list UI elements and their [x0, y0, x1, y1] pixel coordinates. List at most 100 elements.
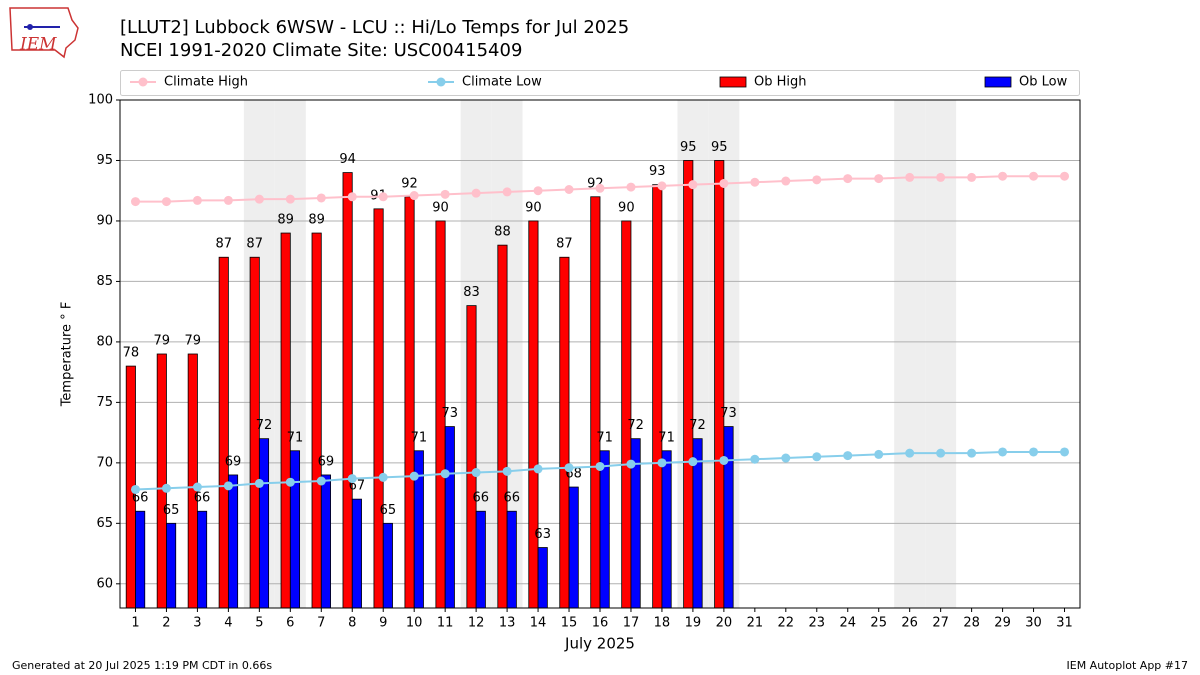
data-label: 92 [401, 176, 418, 191]
point [626, 459, 636, 469]
bar [289, 450, 301, 609]
x-tick-label: 17 [623, 616, 640, 631]
x-tick-label: 9 [379, 616, 387, 631]
data-label: 65 [380, 503, 397, 518]
data-label: 71 [658, 430, 675, 445]
x-tick-label: 31 [1056, 616, 1073, 631]
point [1060, 171, 1070, 181]
point [254, 194, 264, 204]
x-tick-label: 12 [468, 616, 485, 631]
point [967, 172, 977, 182]
x-tick-label: 21 [747, 616, 764, 631]
point [750, 454, 760, 464]
y-tick-label: 80 [96, 334, 113, 349]
bar [590, 196, 601, 609]
legend-label: Ob Low [1019, 75, 1068, 90]
point [564, 463, 574, 473]
point [223, 481, 233, 491]
bar [568, 486, 579, 609]
y-axis-label: Temperature ° F [60, 302, 75, 408]
bar [320, 474, 331, 609]
data-label: 89 [277, 213, 294, 228]
point [161, 483, 171, 493]
point [502, 187, 512, 197]
x-tick-label: 11 [437, 616, 454, 631]
y-tick-label: 60 [96, 576, 113, 591]
x-tick-label: 30 [1025, 616, 1042, 631]
bar [311, 232, 322, 609]
data-label: 66 [503, 491, 520, 506]
point [533, 464, 543, 474]
x-tick-label: 5 [255, 616, 263, 631]
bar [404, 196, 415, 609]
data-label: 73 [442, 406, 459, 421]
data-label: 69 [225, 454, 242, 469]
x-tick-label: 27 [932, 616, 949, 631]
x-tick-label: 6 [286, 616, 294, 631]
logo-outline [9, 7, 79, 59]
logo: IEM [9, 7, 79, 59]
x-tick-label: 8 [348, 616, 356, 631]
point [595, 183, 605, 193]
footer-left: Generated at 20 Jul 2025 1:19 PM CDT in … [12, 659, 272, 672]
y-tick-label: 70 [96, 455, 113, 470]
bar [351, 498, 362, 609]
data-label: 88 [494, 225, 511, 240]
data-label: 72 [689, 418, 706, 433]
point [626, 182, 636, 192]
bar [652, 184, 663, 609]
x-tick-label: 2 [162, 616, 170, 631]
point [688, 180, 698, 190]
point [719, 178, 729, 188]
point [409, 471, 419, 481]
bar [599, 450, 610, 609]
logo-text: IEM [19, 35, 57, 55]
y-tick-label: 95 [96, 153, 113, 168]
point [905, 172, 915, 182]
legend-swatch [984, 76, 1012, 88]
bar [661, 450, 672, 609]
point [843, 174, 853, 184]
x-tick-label: 18 [654, 616, 671, 631]
legend-swatch [719, 76, 747, 88]
bar [466, 305, 477, 609]
point [285, 194, 295, 204]
data-label: 65 [163, 503, 180, 518]
bar [258, 438, 270, 609]
x-tick-label: 28 [963, 616, 980, 631]
point [657, 458, 667, 468]
bar [723, 426, 734, 609]
x-tick-label: 4 [224, 616, 232, 631]
data-label: 90 [432, 200, 449, 215]
point [595, 461, 605, 471]
bar [218, 256, 229, 609]
point [285, 477, 295, 487]
bar [166, 522, 177, 609]
data-label: 66 [473, 491, 490, 506]
point [409, 191, 419, 201]
data-label: 71 [411, 430, 428, 445]
legend-label: Climate Low [462, 75, 542, 90]
point [192, 482, 202, 492]
y-tick-label: 100 [88, 93, 113, 108]
data-label: 83 [463, 285, 480, 300]
bar [227, 474, 239, 609]
data-label: 89 [308, 213, 325, 228]
x-tick-label: 7 [317, 616, 325, 631]
bar [197, 510, 208, 609]
data-label: 87 [556, 237, 573, 252]
point [905, 448, 915, 458]
bar [537, 547, 548, 609]
point [378, 192, 388, 202]
x-tick-label: 13 [499, 616, 516, 631]
point [750, 177, 760, 187]
bar [475, 510, 486, 609]
point [781, 453, 791, 463]
legend-marker [436, 77, 446, 87]
data-label: 79 [185, 334, 202, 349]
x-tick-label: 15 [561, 616, 578, 631]
y-tick-label: 75 [96, 395, 113, 410]
point [967, 448, 977, 458]
data-label: 72 [256, 418, 273, 433]
x-tick-label: 19 [685, 616, 702, 631]
